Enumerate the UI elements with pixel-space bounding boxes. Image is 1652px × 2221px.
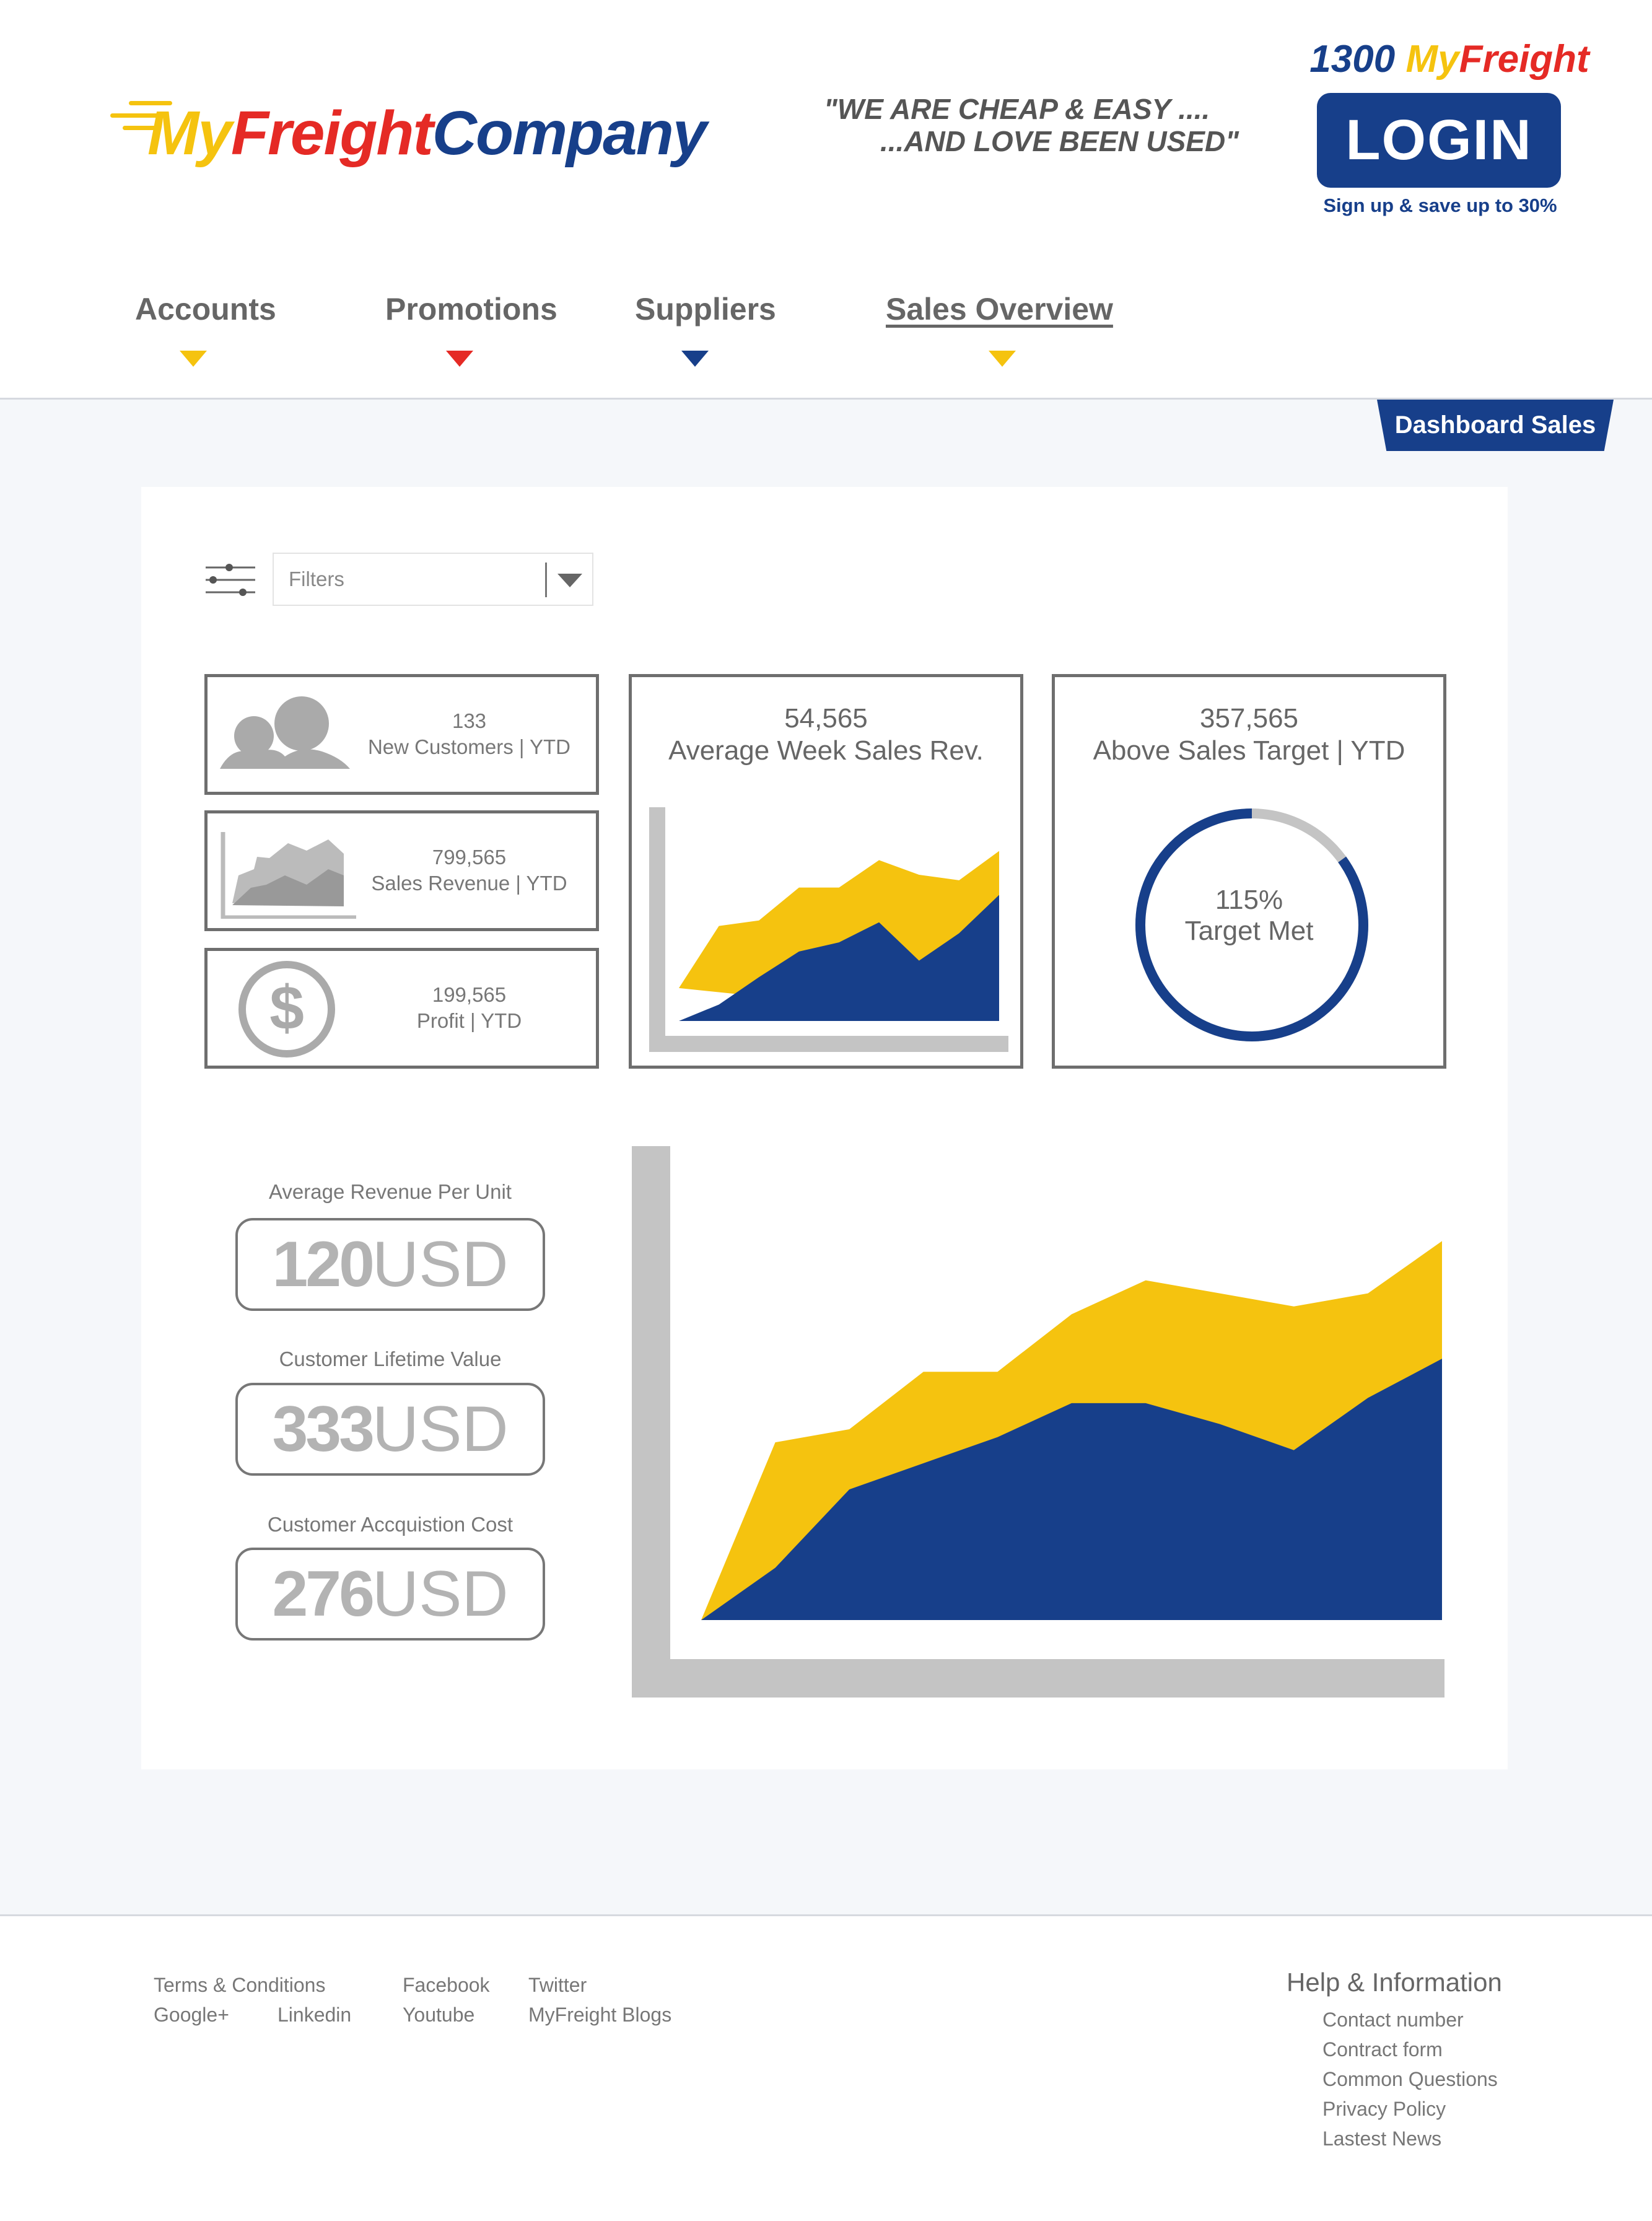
large-area-chart	[632, 1146, 1444, 1698]
donut-progress	[1135, 808, 1368, 1041]
nav-item-suppliers[interactable]: Suppliers	[635, 292, 776, 326]
area-chart-icon	[221, 832, 356, 919]
phone-number[interactable]: 1300 MyFreight	[1309, 38, 1589, 81]
footer-link-googleplus[interactable]: Google+	[154, 2004, 229, 2026]
kpi-average-week-label: Average Week Sales Rev.	[668, 735, 984, 766]
target-donut-chart	[1135, 808, 1368, 1041]
nav-item-promotions[interactable]: Promotions	[385, 292, 557, 326]
metric-label-acquisition-cost: Customer Accquistion Cost	[267, 1513, 514, 1536]
series-area-blue	[701, 1359, 1442, 1620]
series-area-blue	[679, 895, 999, 1021]
metric-label-revenue-per-unit: Average Revenue Per Unit	[269, 1180, 512, 1203]
metric-value-acquisition-cost: 276 USD	[235, 1548, 545, 1641]
footer-link-terms[interactable]: Terms & Conditions	[154, 1974, 326, 1996]
x-axis-bar	[649, 1036, 1008, 1052]
kpi-average-week-sales[interactable]: 54,565 Average Week Sales Rev.	[629, 674, 1023, 1069]
footer-help-title: Help & Information	[1287, 1968, 1502, 1997]
footer-help-privacy-policy[interactable]: Privacy Policy	[1322, 2098, 1446, 2120]
y-axis-bar	[649, 807, 665, 1052]
chevron-down-icon	[180, 351, 207, 367]
kpi-above-target-value: 357,565	[1199, 703, 1299, 734]
y-axis-bar	[632, 1146, 670, 1698]
chevron-down-icon	[446, 351, 473, 367]
donut-label: Target Met	[1184, 916, 1314, 946]
filters-dropdown[interactable]: Filters	[273, 553, 593, 606]
kpi-sales-revenue[interactable]: 799,565 Sales Revenue | YTD	[204, 810, 599, 931]
donut-percent: 115%	[1215, 885, 1283, 915]
footer-link-linkedin[interactable]: Linkedin	[278, 2004, 352, 2026]
metric-value-lifetime-value: 333 USD	[235, 1383, 545, 1476]
login-button[interactable]: LOGIN	[1317, 93, 1561, 188]
kpi-sales-revenue-value: 799,565	[432, 846, 507, 869]
kpi-average-week-value: 54,565	[784, 703, 868, 734]
kpi-new-customers[interactable]: 133 New Customers | YTD	[204, 674, 599, 795]
tab-dashboard-sales[interactable]: Dashboard Sales	[1377, 400, 1614, 451]
kpi-above-sales-target[interactable]: 357,565 Above Sales Target | YTD 115% Ta…	[1052, 674, 1446, 1069]
footer-link-twitter[interactable]: Twitter	[528, 1974, 587, 1996]
footer-link-youtube[interactable]: Youtube	[403, 2004, 475, 2026]
footer-help-contract-form[interactable]: Contract form	[1322, 2038, 1443, 2061]
footer-help-contact-number[interactable]: Contact number	[1322, 2009, 1464, 2031]
signup-text[interactable]: Sign up & save up to 30%	[1323, 195, 1557, 216]
dollar-icon: $	[238, 961, 335, 1058]
users-icon	[220, 696, 350, 769]
kpi-profit-label: Profit | YTD	[416, 1009, 522, 1032]
kpi-new-customers-label: New Customers | YTD	[367, 735, 571, 758]
x-axis-bar	[632, 1659, 1444, 1698]
filters-placeholder: Filters	[289, 567, 344, 590]
nav-item-accounts[interactable]: Accounts	[135, 292, 276, 326]
metric-label-lifetime-value: Customer Lifetime Value	[279, 1347, 502, 1370]
brand-logo[interactable]: MyFreightCompany	[104, 96, 730, 170]
header-divider	[0, 398, 1652, 400]
svg-text:$: $	[269, 973, 304, 1043]
footer-link-facebook[interactable]: Facebook	[403, 1974, 490, 1996]
metric-value-revenue-per-unit: 120 USD	[235, 1218, 545, 1311]
chevron-down-icon	[989, 351, 1016, 367]
tagline: "WE ARE CHEAP & EASY .... ...AND LOVE BE…	[774, 93, 1239, 157]
sliders-icon[interactable]	[206, 561, 255, 598]
kpi-new-customers-value: 133	[452, 709, 487, 732]
dropdown-separator	[545, 563, 547, 597]
footer-help-common-questions[interactable]: Common Questions	[1322, 2068, 1498, 2090]
kpi-sales-revenue-label: Sales Revenue | YTD	[371, 872, 567, 895]
logo-wordmark: MyFreightCompany	[147, 99, 707, 168]
mini-area-chart	[649, 807, 1008, 1052]
nav-item-sales-overview[interactable]: Sales Overview	[886, 292, 1113, 326]
tagline-line1: "WE ARE CHEAP & EASY ....	[824, 93, 1210, 125]
chevron-down-icon[interactable]	[557, 574, 582, 587]
kpi-profit[interactable]: $ 199,565 Profit | YTD	[204, 948, 599, 1069]
chevron-down-icon	[681, 351, 709, 367]
footer-link-blogs[interactable]: MyFreight Blogs	[528, 2004, 672, 2026]
footer-divider	[0, 1914, 1652, 1916]
tagline-line2: ...AND LOVE BEEN USED"	[880, 125, 1239, 157]
footer-help-latest-news[interactable]: Lastest News	[1322, 2127, 1442, 2150]
kpi-profit-value: 199,565	[432, 983, 507, 1006]
kpi-above-target-label: Above Sales Target | YTD	[1093, 735, 1405, 766]
